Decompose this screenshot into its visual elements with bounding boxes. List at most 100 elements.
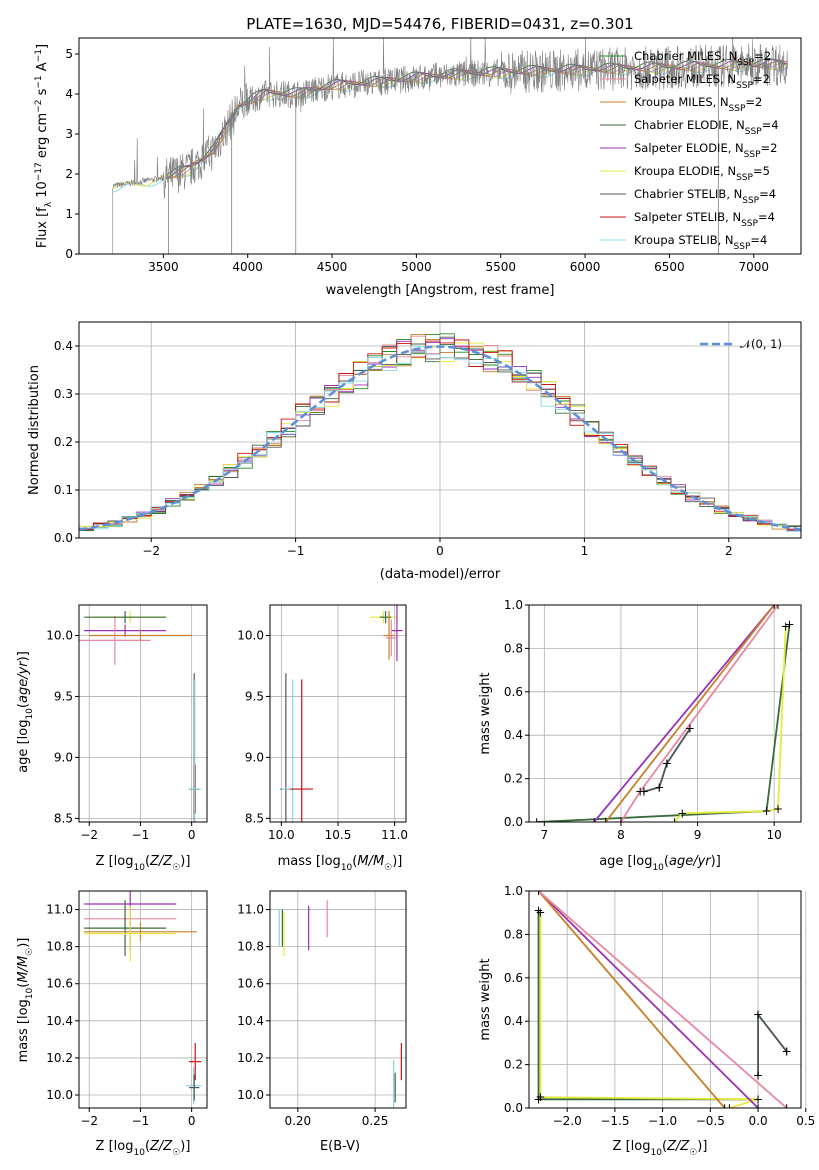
weight-marker: + <box>761 804 771 818</box>
axes-frame: 3500 4000 4500 5000 5500 6000 6500 7000 0 1 2 3 4 5 wa… <box>34 37 802 298</box>
y-tick-label: 10.4 <box>46 1014 73 1028</box>
weight-marker: + <box>534 904 544 918</box>
x-tick-label: −2 <box>80 828 98 842</box>
weight-marker: + <box>782 1045 792 1059</box>
label-part: SSP <box>734 242 751 252</box>
x-tick-label: −1 <box>132 828 150 842</box>
label-part: )] <box>16 938 31 948</box>
label-part: age/yr <box>16 660 31 703</box>
x-tick-label: −1 <box>287 544 305 558</box>
y-axis-label: age [log10(age/yr)] <box>16 651 35 773</box>
x-axis-label: (data-model)/error <box>380 567 501 582</box>
label-part: Kroupa ELODIE, N <box>634 164 736 178</box>
weight-marker: + <box>534 884 544 898</box>
y-tick-label: 0 <box>65 247 73 261</box>
plot-area <box>79 611 201 822</box>
x-axis-label: Z [log10(Z/Z☉)] <box>96 854 191 873</box>
weight-marker: + <box>724 1101 734 1115</box>
weight-marker: + <box>601 815 611 829</box>
weight-marker: + <box>753 1092 763 1106</box>
weight-marker: + <box>782 1101 792 1115</box>
weight-marker: + <box>720 1101 730 1115</box>
label-part: M/M <box>357 854 384 869</box>
y-tick-label: 0.4 <box>504 1014 523 1028</box>
label-part: mass [log <box>16 999 31 1062</box>
label-part: ☉ <box>25 948 35 956</box>
axes-frame: 10.0 10.5 11.0 8.5 9.0 9.5 10.0 mass [log10(M/M… <box>237 604 408 873</box>
y-tick-label: 10.6 <box>237 977 264 991</box>
plot-area <box>278 900 402 1108</box>
label-part: )] <box>711 854 721 869</box>
legend-label: Chabrier STELIB, NSSP=4 <box>634 187 776 206</box>
label-part: age [log <box>16 720 31 773</box>
y-tick-label: 0.8 <box>504 641 523 655</box>
label-part: =2 <box>745 95 762 109</box>
weight-marker: + <box>773 802 783 816</box>
label-part: )] <box>16 651 31 661</box>
label-part: SSP <box>742 196 759 206</box>
weight-marker: + <box>685 722 695 736</box>
label-part: =4 <box>758 210 775 224</box>
age-vs-mass-panel: 10.0 10.5 11.0 8.5 9.0 9.5 10.0 mass [log10(M/M… <box>237 604 408 873</box>
x-tick-label: 2 <box>725 544 733 558</box>
x-tick-label: 0 <box>188 1114 196 1128</box>
y-tick-label: 10.8 <box>46 940 73 954</box>
x-tick-label: 10.0 <box>268 828 295 842</box>
weight-marker: + <box>769 598 779 612</box>
weight-marker: + <box>616 815 626 829</box>
weight-marker: + <box>753 1101 763 1115</box>
y-tick-label: 8.5 <box>54 811 73 825</box>
weight-line <box>537 891 788 1108</box>
label-part: Chabrier STELIB, N <box>634 187 742 201</box>
legend-label: Salpeter MILES, NSSP=2 <box>634 72 770 91</box>
y-tick-label: 10.4 <box>237 1014 264 1028</box>
x-tick-label: −1.5 <box>600 1114 629 1128</box>
weight-line <box>537 910 759 1101</box>
y-tick-label: 10.2 <box>237 1051 264 1065</box>
label-part: )] <box>392 854 402 869</box>
mass-vs-metallicity-panel: −2 −1 010.010.210.410.610.811.0Z [log10(Z/… <box>16 890 208 1158</box>
axes-border <box>78 37 802 255</box>
label-part: ( <box>145 854 150 869</box>
label-part: age/yr <box>669 854 712 869</box>
axes-frame: −2 −1 0 1 2 0.0 0.1 0.2 0.3 0.4 (data-model)/error… <box>27 321 802 582</box>
x-tick-label: 5000 <box>401 260 432 274</box>
y-tick-label: 0.2 <box>504 1058 523 1072</box>
axes-border <box>528 890 802 1109</box>
x-axis-label: mass [log10(M/M☉)] <box>278 854 403 873</box>
label-part: SSP <box>744 150 761 160</box>
x-tick-label: 0 <box>436 544 444 558</box>
weight-marker: + <box>781 620 791 634</box>
y-tick-label: 3 <box>65 127 73 141</box>
x-axis-label: Z [log10(Z/Z☉)] <box>613 1139 708 1158</box>
x-tick-label: 5500 <box>485 260 516 274</box>
label-part: Salpeter STELIB, N <box>634 210 741 224</box>
gaussian-curve <box>79 345 801 531</box>
weight-marker: + <box>534 884 544 898</box>
x-tick-label: 3500 <box>148 260 179 274</box>
x-tick-label: 0.25 <box>362 1114 389 1128</box>
label-part: Z [log <box>96 1139 134 1154</box>
x-tick-label: 6000 <box>570 260 601 274</box>
x-axis-label: wavelength [Angstrom, rest frame] <box>326 283 555 298</box>
label-part: SSP <box>737 58 754 68</box>
y-tick-label: 9.5 <box>245 689 264 703</box>
y-tick-label: 0.2 <box>504 772 523 786</box>
y-tick-label: 0.6 <box>504 971 523 985</box>
weight-marker: + <box>534 1092 544 1106</box>
label-part: ( <box>352 854 357 869</box>
x-tick-label: −2 <box>80 1114 98 1128</box>
label-part: 10 <box>650 1148 662 1158</box>
histogram-step <box>79 345 801 532</box>
weight-line <box>620 605 779 822</box>
x-tick-label: −2 <box>142 544 160 558</box>
y-tick-label: 10.0 <box>237 1088 264 1102</box>
label-part: =2 <box>761 141 778 155</box>
label-part: SSP <box>736 173 753 183</box>
label-part: SSP <box>745 127 762 137</box>
label-part: ( <box>664 854 669 869</box>
weight-line <box>537 891 759 1108</box>
x-axis-label: E(B-V) <box>320 1139 360 1154</box>
legend-label: Salpeter STELIB, NSSP=4 <box>634 210 775 229</box>
